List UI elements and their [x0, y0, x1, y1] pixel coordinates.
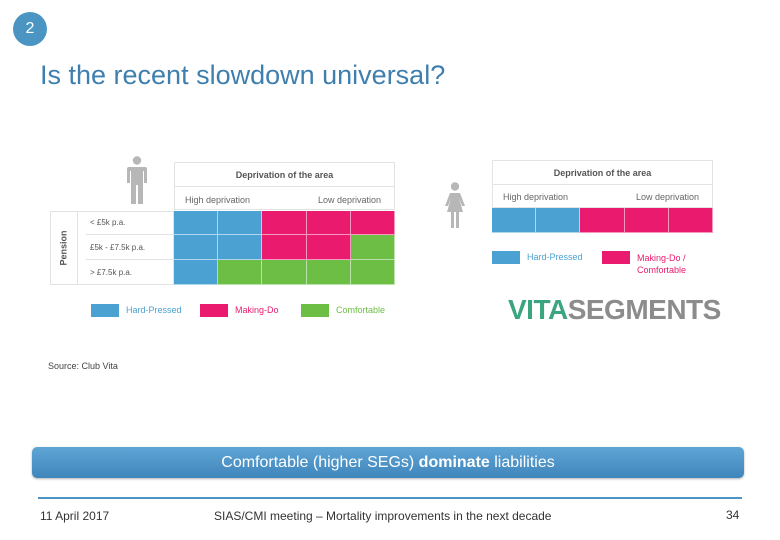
slide-title: Is the recent slowdown universal? — [40, 60, 446, 90]
legend-line: Comfortable — [637, 265, 687, 275]
legend-label-making-do: Making-Do — [235, 305, 279, 315]
segment-cell-making-do — [350, 211, 395, 235]
banner-emphasis: dominate — [418, 453, 490, 471]
segment-cell-making-do — [668, 208, 713, 233]
legend-swatch-making-do — [200, 304, 228, 317]
left-grid-header: Deprivation of the area — [174, 164, 395, 187]
legend-label-hard-pressed: Hard-Pressed — [126, 305, 182, 315]
footer-page-number: 34 — [726, 508, 740, 522]
legend-label-hard-pressed: Hard-Pressed — [527, 252, 583, 262]
footer-date: 11 April 2017 — [40, 509, 110, 523]
segment-cell-hard-pressed — [218, 211, 263, 235]
segment-cell-making-do — [262, 235, 307, 260]
segment-cell-making-do — [306, 211, 351, 235]
legend-label-making-do-comfortable: Making-Do / Comfortable — [637, 252, 686, 276]
segment-cell-making-do — [580, 208, 625, 233]
logo-part-segments: SEGMENTS — [567, 294, 722, 325]
left-grid-cells — [174, 211, 395, 285]
male-person-icon — [127, 156, 147, 204]
segment-cell-comfortable — [262, 260, 307, 285]
right-grid-high-deprivation: High deprivation — [503, 192, 569, 202]
right-grid-low-deprivation: Low deprivation — [636, 192, 700, 202]
segment-cell-hard-pressed — [174, 211, 219, 235]
footer-meeting-title: SIAS/CMI meeting – Mortality improvement… — [214, 509, 552, 523]
segment-cell-making-do — [306, 235, 351, 260]
right-grid-cells — [492, 208, 713, 233]
segment-cell-hard-pressed — [218, 235, 263, 260]
legend-line: Making-Do / — [637, 253, 686, 263]
pension-row-label: > £7.5k p.a. — [90, 268, 133, 277]
slide-number-badge: 2 — [13, 12, 47, 46]
legend-swatch-hard-pressed — [492, 251, 520, 264]
footer-rule — [38, 497, 742, 499]
banner-prefix: Comfortable (higher SEGs) — [221, 453, 419, 471]
source-note: Source: Club Vita — [48, 361, 118, 371]
left-grid-low-deprivation: Low deprivation — [318, 195, 382, 205]
slide-number: 2 — [25, 20, 35, 37]
logo-part-vita: VITA — [508, 294, 568, 325]
segment-cell-making-do — [624, 208, 669, 233]
segment-cell-making-do — [262, 211, 307, 235]
pension-row-label: < £5k p.a. — [86, 211, 174, 235]
legend-swatch-comfortable — [301, 304, 329, 317]
segment-cell-hard-pressed — [174, 235, 219, 260]
pension-axis-label: Pension — [58, 230, 69, 266]
left-grid-row-labels-box — [50, 211, 174, 285]
segment-cell-comfortable — [218, 260, 263, 285]
banner-suffix: liabilities — [489, 453, 555, 471]
pension-row-label: £5k - £7.5k p.a. — [86, 235, 174, 260]
key-message-banner: Comfortable (higher SEGs) dominate liabi… — [32, 447, 744, 478]
vita-segments-logo: VITASEGMENTS — [508, 295, 721, 325]
segment-cell-comfortable — [350, 235, 395, 260]
segment-cell-comfortable — [306, 260, 351, 285]
legend-swatch-hard-pressed — [91, 304, 119, 317]
right-grid-header: Deprivation of the area — [492, 162, 713, 185]
female-person-icon — [445, 182, 465, 228]
legend-swatch-making-do-comfortable — [602, 251, 630, 264]
left-grid-high-deprivation: High deprivation — [185, 195, 251, 205]
legend-label-comfortable: Comfortable — [336, 305, 386, 315]
segment-cell-hard-pressed — [174, 260, 219, 285]
segment-cell-hard-pressed — [492, 208, 537, 233]
segment-cell-comfortable — [350, 260, 395, 285]
pension-axis: Pension — [50, 211, 78, 285]
segment-cell-hard-pressed — [536, 208, 581, 233]
